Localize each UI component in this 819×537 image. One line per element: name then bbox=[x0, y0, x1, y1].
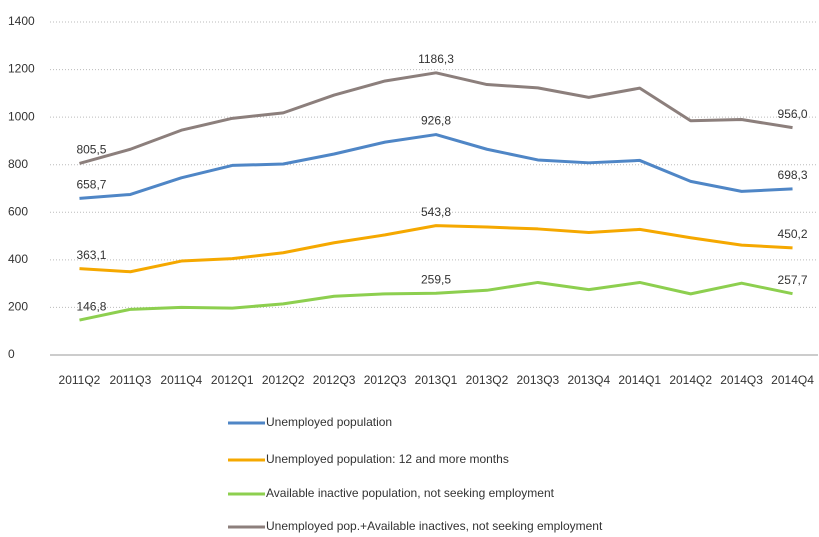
data-label: 363,1 bbox=[76, 248, 106, 262]
x-tick-label: 2013Q1 bbox=[415, 373, 458, 387]
data-label: 257,7 bbox=[778, 273, 808, 287]
data-label: 146,8 bbox=[76, 299, 106, 313]
y-tick-label: 400 bbox=[8, 252, 28, 266]
y-tick-label: 600 bbox=[8, 204, 28, 218]
data-label: 926,8 bbox=[421, 114, 451, 128]
y-tick-label: 1200 bbox=[8, 62, 35, 76]
data-label: 956,0 bbox=[778, 107, 808, 121]
data-label: 1186,3 bbox=[418, 52, 454, 66]
data-label: 698,3 bbox=[778, 168, 808, 182]
x-tick-label: 2014Q3 bbox=[720, 373, 763, 387]
x-tick-label: 2014Q4 bbox=[771, 373, 814, 387]
x-tick-label: 2012Q2 bbox=[262, 373, 305, 387]
legend-label: Unemployed population: 12 and more month… bbox=[266, 452, 509, 466]
y-tick-label: 800 bbox=[8, 157, 28, 171]
series-line bbox=[79, 71, 793, 165]
legend-label: Available inactive population, not seeki… bbox=[266, 486, 555, 500]
data-label: 543,8 bbox=[421, 205, 451, 219]
data-label: 658,7 bbox=[76, 177, 106, 191]
x-tick-label: 2011Q4 bbox=[160, 373, 202, 387]
x-tick-label: 2012Q1 bbox=[211, 373, 254, 387]
x-tick-label: 2013Q4 bbox=[567, 373, 610, 387]
y-tick-label: 1000 bbox=[8, 109, 35, 123]
x-tick-label: 2013Q3 bbox=[517, 373, 560, 387]
x-tick-label: 2011Q3 bbox=[109, 373, 151, 387]
x-tick-label: 2013Q2 bbox=[466, 373, 509, 387]
legend-label: Unemployed pop.+Available inactives, not… bbox=[266, 519, 603, 533]
x-tick-label: 2014Q1 bbox=[618, 373, 661, 387]
y-tick-label: 0 bbox=[8, 347, 15, 361]
data-label: 450,2 bbox=[778, 227, 808, 241]
y-tick-label: 200 bbox=[8, 300, 28, 314]
y-tick-label: 1400 bbox=[8, 14, 35, 28]
x-tick-label: 2012Q3 bbox=[313, 373, 356, 387]
series-line bbox=[79, 280, 793, 322]
data-label: 259,5 bbox=[421, 272, 451, 286]
series-line bbox=[79, 224, 793, 274]
series-line bbox=[79, 133, 793, 200]
legend-label: Unemployed population bbox=[266, 415, 392, 429]
x-tick-label: 2012Q3 bbox=[364, 373, 407, 387]
x-tick-label: 2011Q2 bbox=[59, 373, 101, 387]
data-label: 805,5 bbox=[76, 143, 106, 157]
x-tick-label: 2014Q2 bbox=[669, 373, 712, 387]
